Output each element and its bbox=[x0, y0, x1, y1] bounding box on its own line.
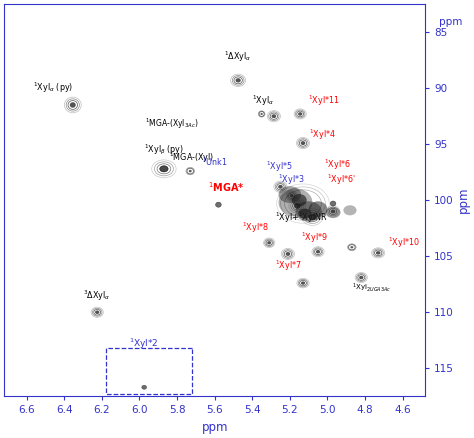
Ellipse shape bbox=[292, 194, 307, 206]
Ellipse shape bbox=[295, 201, 322, 222]
Ellipse shape bbox=[309, 201, 328, 217]
Ellipse shape bbox=[272, 114, 276, 118]
Ellipse shape bbox=[301, 282, 305, 285]
Text: $^1$Xyl*6': $^1$Xyl*6' bbox=[328, 173, 356, 187]
Ellipse shape bbox=[301, 141, 305, 145]
Ellipse shape bbox=[316, 250, 320, 254]
Text: $^1$Xyl+$^1$XylNR: $^1$Xyl+$^1$XylNR bbox=[275, 210, 328, 225]
Text: $^1$Xyl*10: $^1$Xyl*10 bbox=[388, 236, 419, 250]
Ellipse shape bbox=[278, 185, 283, 189]
Text: $^1$Xyl*8: $^1$Xyl*8 bbox=[242, 221, 269, 235]
Ellipse shape bbox=[216, 202, 221, 207]
Ellipse shape bbox=[331, 209, 336, 213]
Text: $^1$Xyl$_\alpha$ (py): $^1$Xyl$_\alpha$ (py) bbox=[33, 81, 73, 95]
Ellipse shape bbox=[343, 205, 356, 215]
Text: $^1$Xyl*5: $^1$Xyl*5 bbox=[266, 160, 293, 174]
Text: $^3\Delta$Xyl$_\alpha$: $^3\Delta$Xyl$_\alpha$ bbox=[83, 289, 111, 303]
Ellipse shape bbox=[279, 186, 301, 203]
Ellipse shape bbox=[267, 241, 271, 244]
Text: $^1$Xyl*3: $^1$Xyl*3 bbox=[278, 173, 305, 187]
Y-axis label: ppm: ppm bbox=[457, 187, 470, 213]
Text: $^1$MGA*: $^1$MGA* bbox=[208, 180, 245, 194]
Ellipse shape bbox=[279, 188, 312, 216]
Ellipse shape bbox=[298, 208, 311, 219]
Text: $^1$Xyl$_\beta$ (py): $^1$Xyl$_\beta$ (py) bbox=[144, 142, 184, 156]
Ellipse shape bbox=[359, 276, 364, 279]
Bar bbox=[106, 348, 192, 394]
Text: ppm: ppm bbox=[439, 17, 462, 27]
Text: $^1$Xyl*2: $^1$Xyl*2 bbox=[129, 337, 159, 351]
Ellipse shape bbox=[189, 170, 191, 173]
Text: $^1\Delta$Xyl$_\alpha$: $^1\Delta$Xyl$_\alpha$ bbox=[224, 49, 252, 64]
Ellipse shape bbox=[160, 166, 168, 172]
Ellipse shape bbox=[236, 78, 241, 82]
Text: $^1$Xyl$_\alpha$: $^1$Xyl$_\alpha$ bbox=[252, 94, 274, 108]
Text: $^1$Xyl*9: $^1$Xyl*9 bbox=[301, 231, 328, 245]
Text: $^1$Xyl*7: $^1$Xyl*7 bbox=[275, 258, 301, 273]
Text: $^1$Unk1: $^1$Unk1 bbox=[202, 156, 228, 168]
Text: $^1$Xyl*4: $^1$Xyl*4 bbox=[309, 128, 336, 142]
Ellipse shape bbox=[286, 252, 290, 256]
Text: $^1$Xyl*6: $^1$Xyl*6 bbox=[324, 158, 350, 172]
Text: $^1$Xyl*11: $^1$Xyl*11 bbox=[308, 94, 339, 108]
Ellipse shape bbox=[330, 201, 336, 206]
Ellipse shape bbox=[70, 102, 76, 108]
Ellipse shape bbox=[95, 311, 100, 314]
Text: $^1$MGA-(Xyl$_{3Ac}$): $^1$MGA-(Xyl$_{3Ac}$) bbox=[145, 117, 198, 131]
X-axis label: ppm: ppm bbox=[201, 421, 228, 434]
Text: $^1$MGA-(Xyl): $^1$MGA-(Xyl) bbox=[169, 151, 215, 166]
Text: $^1$Xyl$_{2UGA3Ac}$: $^1$Xyl$_{2UGA3Ac}$ bbox=[352, 281, 391, 294]
Ellipse shape bbox=[290, 194, 294, 198]
Ellipse shape bbox=[309, 214, 316, 220]
Ellipse shape bbox=[326, 207, 341, 218]
Ellipse shape bbox=[142, 385, 146, 389]
Ellipse shape bbox=[298, 112, 302, 116]
Ellipse shape bbox=[350, 246, 353, 248]
Ellipse shape bbox=[294, 203, 301, 208]
Ellipse shape bbox=[376, 251, 381, 254]
Ellipse shape bbox=[261, 113, 263, 115]
